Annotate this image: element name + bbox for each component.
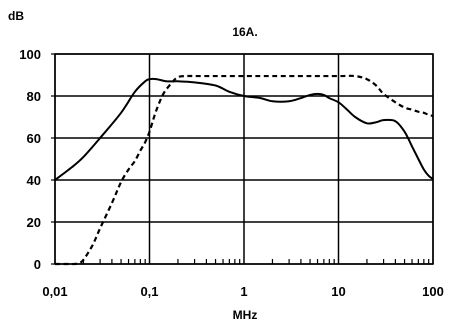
chart-title: 16A.	[232, 25, 257, 39]
series-line-dashed	[55, 74, 434, 266]
y-tick-label: 40	[27, 173, 41, 188]
series-layer	[54, 74, 434, 266]
x-tick-label: 0,1	[140, 284, 158, 299]
y-axis-label: dB	[8, 9, 24, 23]
y-tick-label: 20	[27, 215, 41, 230]
y-tick-labels: 0 20 40 60 80 100	[19, 47, 41, 272]
x-tick-label: 10	[331, 284, 345, 299]
x-axis-label: MHz	[233, 308, 258, 322]
x-tick-label: 100	[422, 284, 444, 299]
y-tick-label: 60	[27, 131, 41, 146]
y-tick-label: 0	[34, 257, 41, 272]
x-tick-label: 1	[240, 284, 247, 299]
x-tick-labels: 0,01 0,1 1 10 100	[42, 284, 444, 299]
plot-frame	[54, 53, 434, 265]
y-tick-label: 80	[27, 89, 41, 104]
x-tick-label: 0,01	[42, 284, 67, 299]
series-line-solid	[54, 77, 434, 181]
y-tick-label: 100	[19, 47, 41, 62]
minor-ticks	[51, 53, 430, 265]
